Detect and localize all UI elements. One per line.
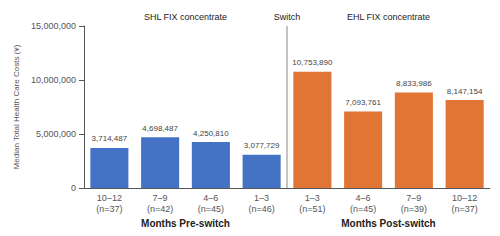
svg-text:1–3: 1–3 xyxy=(305,193,320,203)
svg-text:8,147,154: 8,147,154 xyxy=(447,87,483,96)
svg-text:4–6: 4–6 xyxy=(356,193,371,203)
svg-text:Switch: Switch xyxy=(274,12,301,22)
svg-text:10–12: 10–12 xyxy=(452,193,477,203)
svg-text:EHL FIX concentrate: EHL FIX concentrate xyxy=(347,12,430,22)
svg-text:5,000,000: 5,000,000 xyxy=(36,129,76,139)
svg-text:10,753,890: 10,753,890 xyxy=(292,58,333,67)
svg-text:3,077,729: 3,077,729 xyxy=(244,141,280,150)
svg-text:7–9: 7–9 xyxy=(153,193,168,203)
svg-text:8,833,986: 8,833,986 xyxy=(396,79,432,88)
svg-text:(n=51): (n=51) xyxy=(299,204,325,214)
svg-text:10–12: 10–12 xyxy=(97,193,122,203)
svg-text:(n=37): (n=37) xyxy=(451,204,477,214)
svg-text:3,714,487: 3,714,487 xyxy=(92,134,128,143)
svg-text:Median Total Health Care Costs: Median Total Health Care Costs (¥) xyxy=(12,44,21,169)
svg-text:0: 0 xyxy=(71,183,76,193)
svg-text:Months Post-switch: Months Post-switch xyxy=(341,218,435,229)
svg-text:4,250,810: 4,250,810 xyxy=(193,129,229,138)
svg-text:(n=45): (n=45) xyxy=(198,204,224,214)
svg-text:Months Pre-switch: Months Pre-switch xyxy=(141,218,230,229)
svg-text:4,698,487: 4,698,487 xyxy=(142,124,178,133)
svg-text:(n=37): (n=37) xyxy=(96,204,122,214)
svg-text:7,093,761: 7,093,761 xyxy=(345,98,381,107)
svg-text:15,000,000: 15,000,000 xyxy=(31,21,76,31)
svg-text:SHL FIX concentrate: SHL FIX concentrate xyxy=(144,12,227,22)
svg-text:10,000,000: 10,000,000 xyxy=(31,75,76,85)
svg-text:(n=45): (n=45) xyxy=(350,204,376,214)
svg-text:4–6: 4–6 xyxy=(203,193,218,203)
svg-text:7–9: 7–9 xyxy=(406,193,421,203)
svg-text:(n=42): (n=42) xyxy=(147,204,173,214)
svg-text:(n=39): (n=39) xyxy=(401,204,427,214)
svg-text:1–3: 1–3 xyxy=(254,193,269,203)
svg-text:(n=46): (n=46) xyxy=(248,204,274,214)
